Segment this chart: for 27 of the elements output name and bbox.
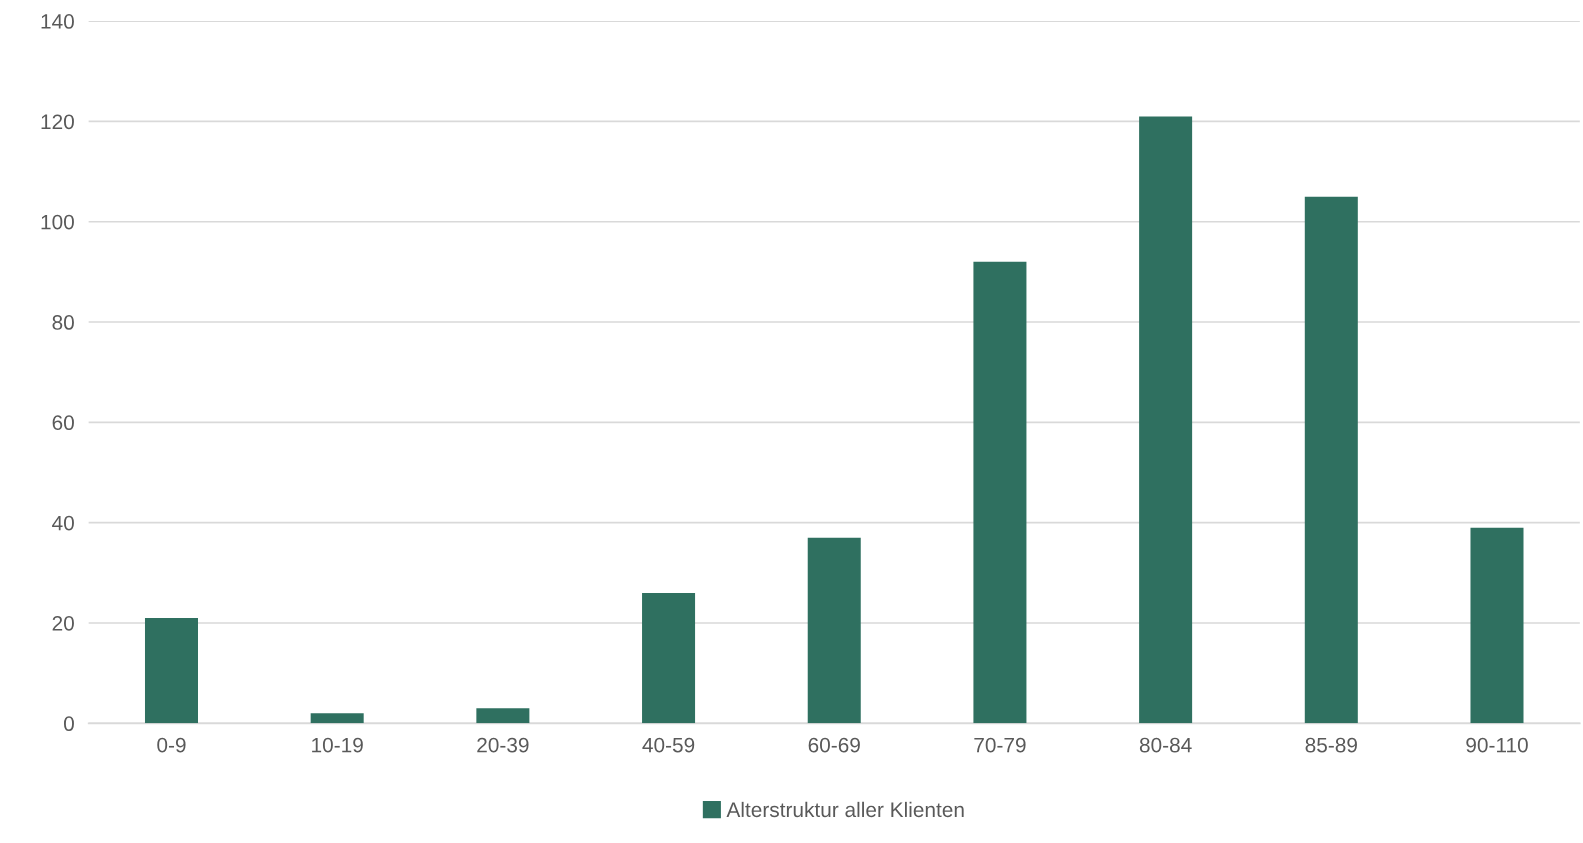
x-tick-label: 80-84 — [1139, 737, 1192, 753]
y-tick-label: 60 — [52, 415, 74, 431]
y-tick-label: 0 — [63, 716, 74, 732]
bar — [973, 261, 1027, 724]
x-tick-label: 20-39 — [477, 737, 529, 753]
y-tick-label: 80 — [52, 315, 74, 330]
y-tick-label: 20 — [52, 615, 74, 631]
bar — [1304, 196, 1358, 724]
bar — [144, 617, 198, 724]
x-tick-label: 90-110 — [1466, 737, 1528, 753]
bar — [1139, 116, 1193, 724]
bar — [807, 537, 861, 724]
bar — [1470, 527, 1524, 724]
x-tick-label: 40-59 — [642, 737, 695, 753]
x-tick-label: 85-89 — [1305, 737, 1357, 753]
bar — [310, 713, 364, 724]
bar — [476, 708, 530, 724]
x-tick-label: 0-9 — [157, 737, 186, 753]
y-tick-label: 100 — [41, 214, 74, 230]
bar — [642, 592, 696, 724]
y-tick-label: 120 — [41, 114, 74, 130]
y-tick-label: 40 — [52, 515, 74, 531]
x-tick-label: 60-69 — [808, 737, 860, 753]
y-tick-label: 140 — [41, 14, 74, 29]
legend-label: Alterstruktur aller Klienten — [726, 801, 964, 818]
x-tick-label: 70-79 — [974, 737, 1026, 753]
x-tick-label: 10-19 — [312, 737, 363, 753]
